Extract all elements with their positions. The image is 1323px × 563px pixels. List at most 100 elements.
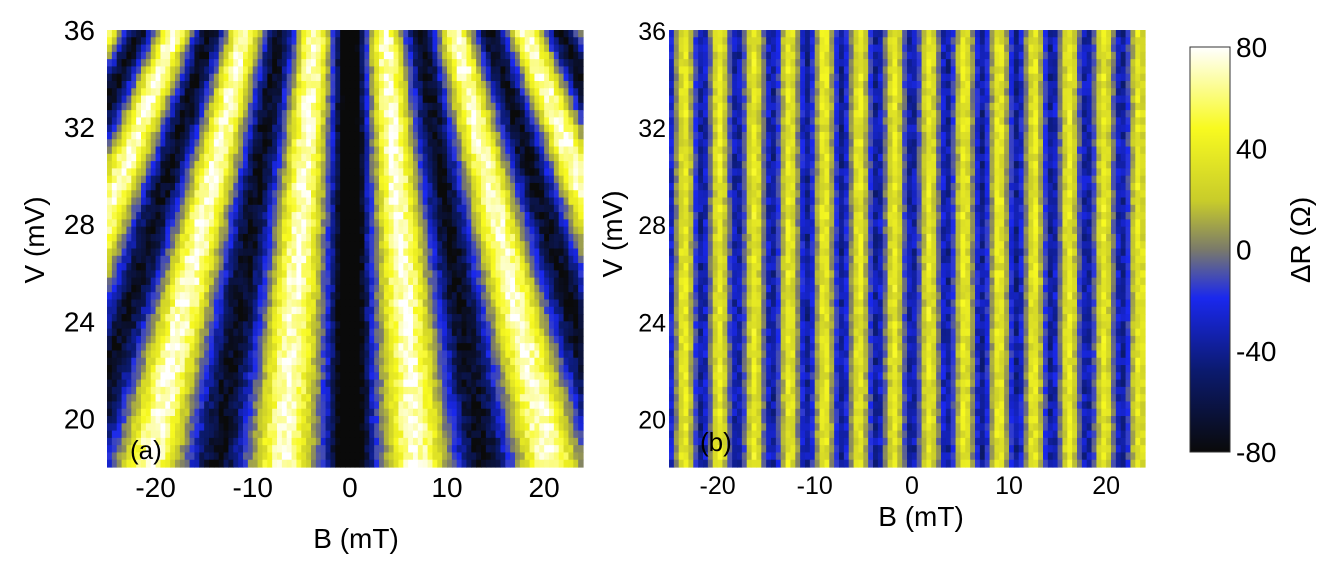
heatmap-cell bbox=[296, 59, 302, 68]
heatmap-cell bbox=[403, 335, 409, 344]
heatmap-cell bbox=[393, 226, 400, 235]
heatmap-cell bbox=[228, 73, 234, 82]
heatmap-cell bbox=[199, 175, 205, 184]
heatmap-cell bbox=[379, 292, 385, 301]
heatmap-cell bbox=[447, 284, 453, 293]
heatmap-cell bbox=[291, 233, 298, 242]
heatmap-cell bbox=[291, 37, 298, 46]
heatmap-cell bbox=[490, 88, 497, 97]
heatmap-cell bbox=[544, 44, 550, 53]
heatmap-cell bbox=[204, 270, 210, 279]
heatmap-cell bbox=[247, 314, 254, 322]
heatmap-cell bbox=[189, 306, 196, 315]
heatmap-cell bbox=[340, 124, 346, 133]
heatmap-cell bbox=[218, 30, 225, 38]
heatmap-cell bbox=[466, 386, 472, 395]
heatmap-cell bbox=[383, 365, 390, 373]
heatmap-cell bbox=[121, 372, 128, 381]
heatmap-cell bbox=[553, 277, 560, 286]
heatmap-cell bbox=[573, 88, 579, 97]
heatmap-cell bbox=[252, 394, 259, 403]
heatmap-cell bbox=[500, 350, 506, 359]
heatmap-cell bbox=[515, 335, 521, 344]
heatmap-cell bbox=[578, 335, 584, 344]
heatmap-cell bbox=[243, 357, 249, 366]
heatmap-cell bbox=[315, 321, 322, 330]
heatmap-cell bbox=[107, 350, 113, 359]
heatmap-cell bbox=[315, 131, 322, 140]
heatmap-cell bbox=[301, 343, 307, 352]
heatmap-cell bbox=[417, 241, 424, 250]
heatmap-cell bbox=[107, 146, 113, 155]
heatmap-cell bbox=[524, 277, 531, 286]
heatmap-cell bbox=[194, 314, 200, 322]
heatmap-cell bbox=[364, 365, 370, 373]
heatmap-cell bbox=[558, 168, 565, 177]
heatmap-cell bbox=[374, 117, 380, 126]
heatmap-cell bbox=[549, 44, 555, 53]
heatmap-cell bbox=[170, 263, 176, 271]
heatmap-cell bbox=[175, 44, 181, 53]
heatmap-cell bbox=[563, 73, 570, 82]
heatmap-cell bbox=[150, 88, 157, 97]
heatmap-cell bbox=[471, 182, 477, 191]
heatmap-cell bbox=[121, 306, 128, 315]
heatmap-cell bbox=[539, 306, 545, 315]
heatmap-cell bbox=[481, 161, 487, 169]
heatmap-cell bbox=[510, 277, 516, 286]
heatmap-cell bbox=[422, 299, 429, 308]
heatmap-cell bbox=[209, 306, 215, 315]
heatmap-cell bbox=[519, 350, 526, 359]
heatmap-cell bbox=[306, 182, 312, 191]
heatmap-cell bbox=[515, 328, 521, 337]
heatmap-cell bbox=[388, 248, 395, 257]
heatmap-cell bbox=[379, 139, 385, 148]
heatmap-cell bbox=[573, 233, 579, 242]
heatmap-cell bbox=[252, 233, 259, 242]
heatmap-cell bbox=[481, 277, 487, 286]
heatmap-cell bbox=[408, 44, 414, 53]
heatmap-cell bbox=[218, 270, 225, 279]
heatmap-cell bbox=[364, 95, 370, 104]
heatmap-cell bbox=[228, 37, 234, 46]
heatmap-cell bbox=[529, 241, 536, 250]
heatmap-cell bbox=[257, 219, 264, 228]
heatmap-cell bbox=[476, 124, 482, 133]
heatmap-cell bbox=[413, 241, 419, 250]
heatmap-cell bbox=[432, 357, 438, 366]
heatmap-cell bbox=[243, 153, 249, 162]
heatmap-cell bbox=[194, 168, 200, 177]
heatmap-cell bbox=[262, 131, 268, 140]
heatmap-cell bbox=[515, 379, 521, 388]
heatmap-cell bbox=[437, 80, 443, 89]
heatmap-cell bbox=[466, 190, 472, 199]
heatmap-cell bbox=[490, 73, 497, 82]
heatmap-cell bbox=[340, 219, 346, 228]
heatmap-cell bbox=[223, 139, 230, 148]
heatmap-cell bbox=[194, 66, 200, 75]
heatmap-cell bbox=[155, 226, 162, 235]
heatmap-cell bbox=[437, 321, 443, 330]
heatmap-cell bbox=[383, 175, 390, 184]
heatmap-cell bbox=[340, 73, 346, 82]
heatmap-cell bbox=[281, 335, 288, 344]
heatmap-cell bbox=[519, 292, 526, 301]
heatmap-cell bbox=[354, 197, 361, 206]
heatmap-cell bbox=[301, 37, 307, 46]
heatmap-cell bbox=[121, 117, 128, 126]
heatmap-cell bbox=[247, 212, 254, 220]
heatmap-cell bbox=[393, 394, 400, 403]
heatmap-cell bbox=[364, 379, 370, 388]
heatmap-cell bbox=[272, 248, 278, 257]
heatmap-cell bbox=[427, 248, 434, 257]
heatmap-cell bbox=[175, 153, 181, 162]
heatmap-cell bbox=[131, 124, 137, 133]
heatmap-cell bbox=[456, 66, 463, 75]
heatmap-cell bbox=[524, 204, 531, 213]
heatmap-cell bbox=[553, 263, 560, 271]
heatmap-cell bbox=[155, 44, 162, 53]
heatmap-cell bbox=[476, 175, 482, 184]
heatmap-cell bbox=[267, 306, 273, 315]
heatmap-cell bbox=[170, 314, 176, 322]
heatmap-cell bbox=[422, 394, 429, 403]
